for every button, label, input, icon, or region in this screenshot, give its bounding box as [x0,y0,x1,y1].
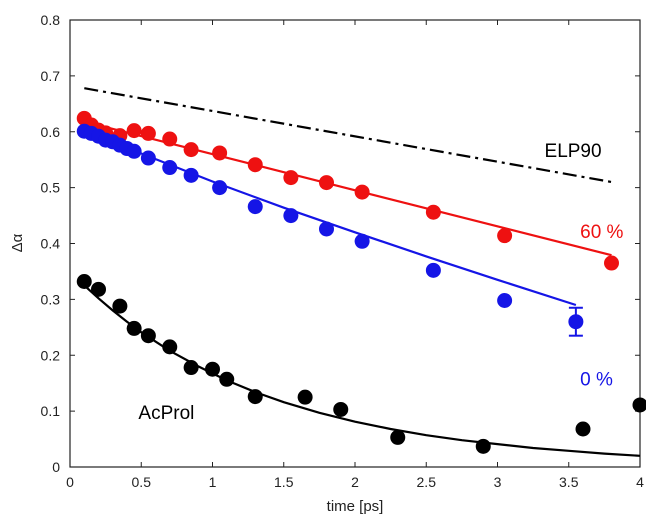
data-points [76,110,646,454]
data-point [162,131,178,147]
annotation-label: ELP90 [545,141,602,162]
data-point [354,233,370,249]
data-point [140,150,156,166]
data-point [575,421,591,437]
annotation-label: 0 % [580,369,613,390]
data-point [112,298,128,314]
y-tick-label: 0.8 [41,12,61,28]
data-point [162,160,178,176]
data-point [297,389,313,405]
fit-line-1 [83,130,577,307]
y-axis-label: Δα [9,233,26,252]
data-point [126,320,142,336]
x-tick-label: 1 [209,474,217,490]
data-point [390,429,406,445]
data-point [183,167,199,183]
data-point [425,204,441,220]
fit-line-2 [83,284,641,457]
x-axis-label: time [ps] [327,498,384,515]
y-tick-label: 0.2 [41,347,61,363]
x-tick-label: 3 [494,474,502,490]
data-point [140,125,156,141]
y-tick-label: 0.4 [41,236,61,252]
y-tick-label: 0.6 [41,124,61,140]
data-point [319,175,334,191]
data-point [319,221,334,237]
y-tick-label: 0 [52,459,60,475]
data-point [162,339,178,355]
x-tick-label: 4 [636,474,644,490]
y-tick-label: 0.3 [41,291,61,307]
data-point [126,123,142,139]
data-point [76,273,92,289]
x-tick-label: 0.5 [132,474,152,490]
axis-ticks: 0 0.5 1 1.5 2 2.5 3 3.5 4 0 0.1 0.2 0.3 0.4 0.5 0.6 0.7 0… [41,12,645,490]
data-point [333,401,349,417]
x-tick-label: 0 [66,474,74,490]
data-point [632,397,646,413]
data-point [354,184,370,200]
data-point [126,143,142,159]
data-point [247,199,263,215]
y-tick-label: 0.7 [41,68,61,84]
y-tick-label: 0.5 [41,180,61,196]
data-point [247,157,263,173]
data-point [497,228,513,244]
data-point [219,371,235,387]
y-tick-label: 0.1 [41,403,61,419]
data-point [183,360,199,376]
fit-line-3 [84,87,612,184]
data-point [212,180,228,196]
annotations: ELP90 60 % 0 % AcProl [138,141,623,424]
data-point [212,145,228,161]
data-point [497,292,513,308]
data-point [475,438,491,454]
annotation-label: AcProl [138,403,194,424]
annotation-label: 60 % [580,222,623,243]
x-tick-label: 2 [351,474,359,490]
data-point [604,255,619,271]
data-point [247,389,263,405]
data-point [140,328,156,344]
x-tick-label: 2.5 [417,474,437,490]
data-point [183,142,199,158]
data-point [425,262,441,278]
data-point [283,208,299,224]
data-point [283,170,299,186]
data-point [91,281,106,297]
data-point [568,314,584,330]
x-tick-label: 3.5 [559,474,579,490]
data-point [205,361,220,377]
x-tick-label: 1.5 [274,474,294,490]
